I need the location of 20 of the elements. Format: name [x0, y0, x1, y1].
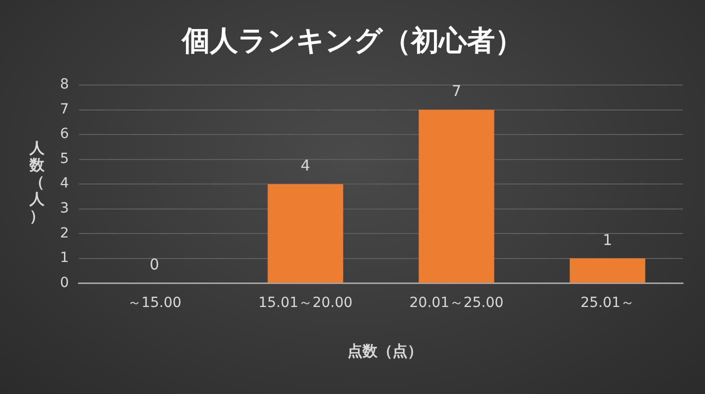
data-label: 0 [150, 256, 160, 274]
data-label: 4 [300, 156, 310, 174]
x-tick-label: 20.01～25.00 [409, 295, 504, 312]
y-tick-label: 3 [60, 200, 69, 217]
x-tick-label: 25.01～ [580, 295, 635, 312]
y-axis-title: 人数（人） [28, 139, 46, 225]
y-tick-label: 8 [60, 76, 69, 93]
data-label: 1 [602, 230, 612, 249]
y-tick-label: 6 [60, 126, 69, 142]
y-tick-label: 5 [60, 150, 69, 167]
data-label: 7 [452, 82, 462, 100]
y-tick-label: 7 [60, 101, 69, 118]
chart-title: 個人ランキング（初心者） [180, 23, 524, 59]
y-tick-label: 4 [60, 176, 69, 192]
y-tick-label: 2 [60, 225, 69, 242]
y-tick-label: 1 [60, 250, 69, 266]
y-tick-label: 0 [60, 274, 69, 291]
x-tick-label: 15.01～20.00 [258, 295, 353, 312]
x-axis-title: 点数（点） [346, 342, 424, 361]
x-tick-label: ～15.00 [127, 295, 182, 312]
